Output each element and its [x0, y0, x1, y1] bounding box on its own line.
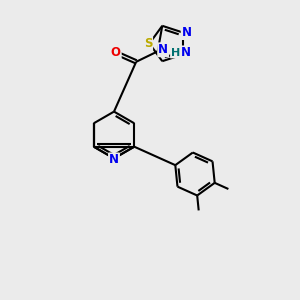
Text: N: N [180, 46, 190, 59]
Text: N: N [109, 153, 119, 167]
Text: H: H [171, 48, 180, 58]
Text: O: O [111, 46, 121, 59]
Text: S: S [144, 37, 152, 50]
Text: N: N [182, 26, 192, 39]
Text: N: N [158, 43, 168, 56]
